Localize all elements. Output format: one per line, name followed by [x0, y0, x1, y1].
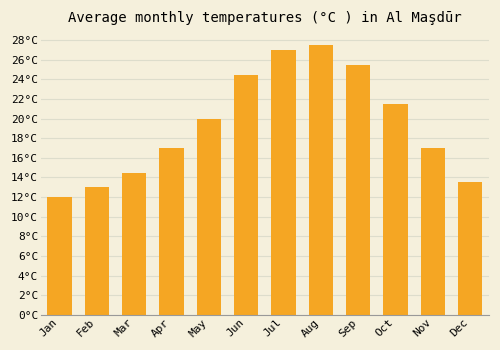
- Bar: [272, 50, 295, 315]
- Bar: [458, 182, 482, 315]
- Bar: [309, 45, 333, 315]
- Bar: [85, 187, 109, 315]
- Title: Average monthly temperatures (°C ) in Al Maşdūr: Average monthly temperatures (°C ) in Al…: [68, 11, 462, 25]
- Bar: [48, 197, 72, 315]
- Bar: [234, 75, 258, 315]
- Bar: [346, 65, 370, 315]
- Bar: [160, 148, 184, 315]
- Bar: [421, 148, 445, 315]
- Bar: [384, 104, 407, 315]
- Bar: [197, 119, 221, 315]
- Bar: [122, 173, 146, 315]
